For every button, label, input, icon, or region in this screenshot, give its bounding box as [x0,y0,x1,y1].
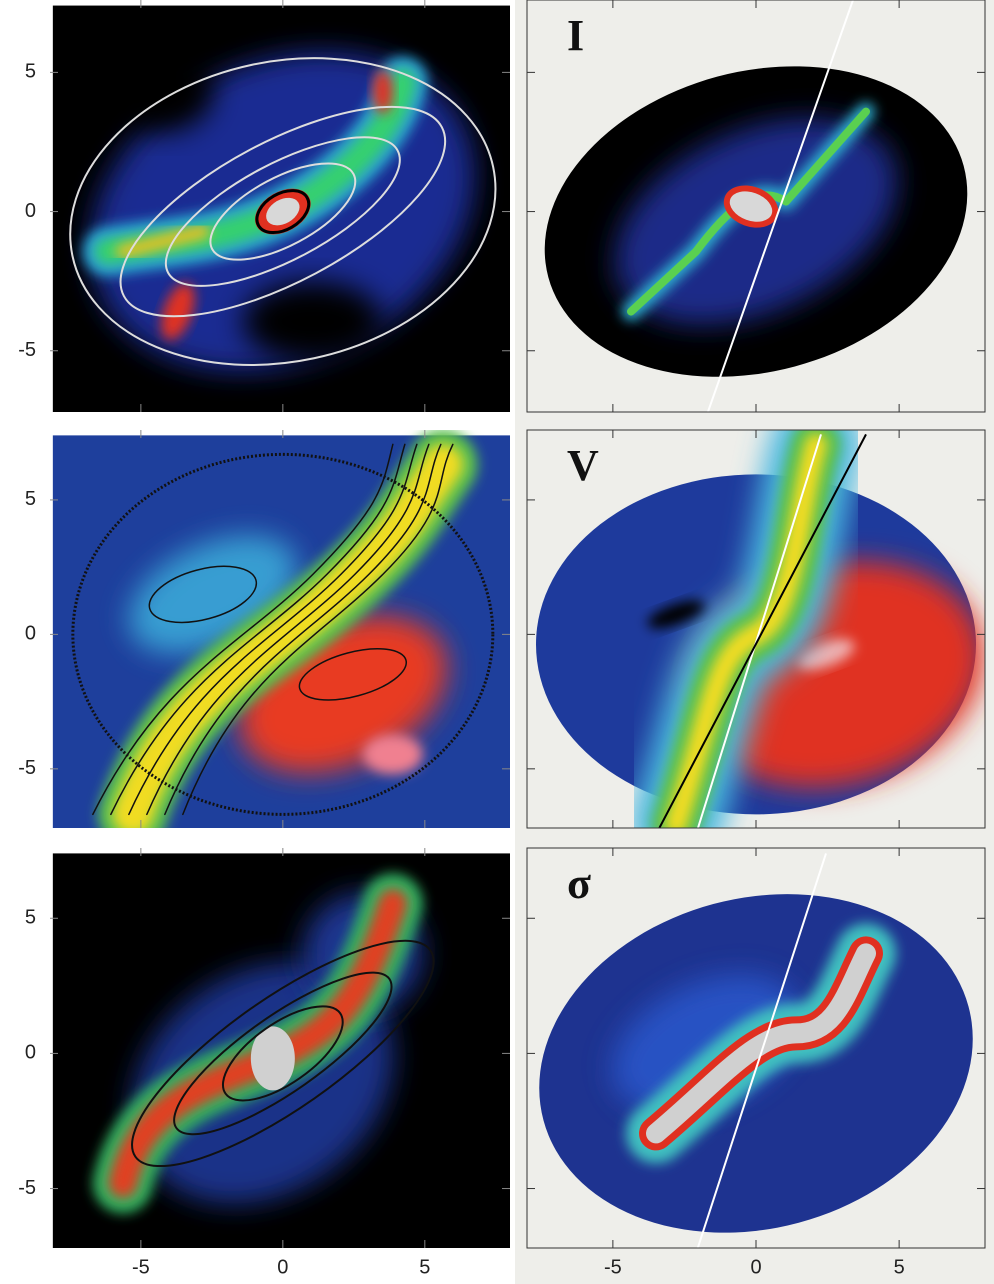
panel-label: V [567,441,599,490]
map-blob [113,52,213,132]
y-tick-label: 5 [25,907,36,929]
map-panel [38,0,527,432]
y-tick-label: -5 [18,1177,36,1199]
x-tick-label: 5 [894,1256,905,1278]
panel-label: I [567,11,584,60]
x-tick-label: 0 [277,1256,288,1278]
panel-label: σ [567,859,591,908]
figure: -5 0 5 -5 0 5 -5 0 5 -5 0 5 I V -5 0 5 σ [0,0,994,1284]
y-tick-label: 0 [25,623,36,645]
y-tick-label: 5 [25,488,36,510]
y-tick-label: 5 [25,61,36,83]
y-tick-label: -5 [18,757,36,779]
y-tick-label: 0 [25,200,36,222]
x-tick-label: -5 [604,1256,622,1278]
map-panel [53,853,513,1253]
y-tick-label: 0 [25,1042,36,1064]
map-blob [363,734,423,774]
x-tick-label: 5 [419,1256,430,1278]
y-tick-label: -5 [18,339,36,361]
x-tick-label: -5 [132,1256,150,1278]
x-tick-label: 0 [750,1256,761,1278]
map-blob [243,282,383,362]
map-panel [53,435,513,833]
